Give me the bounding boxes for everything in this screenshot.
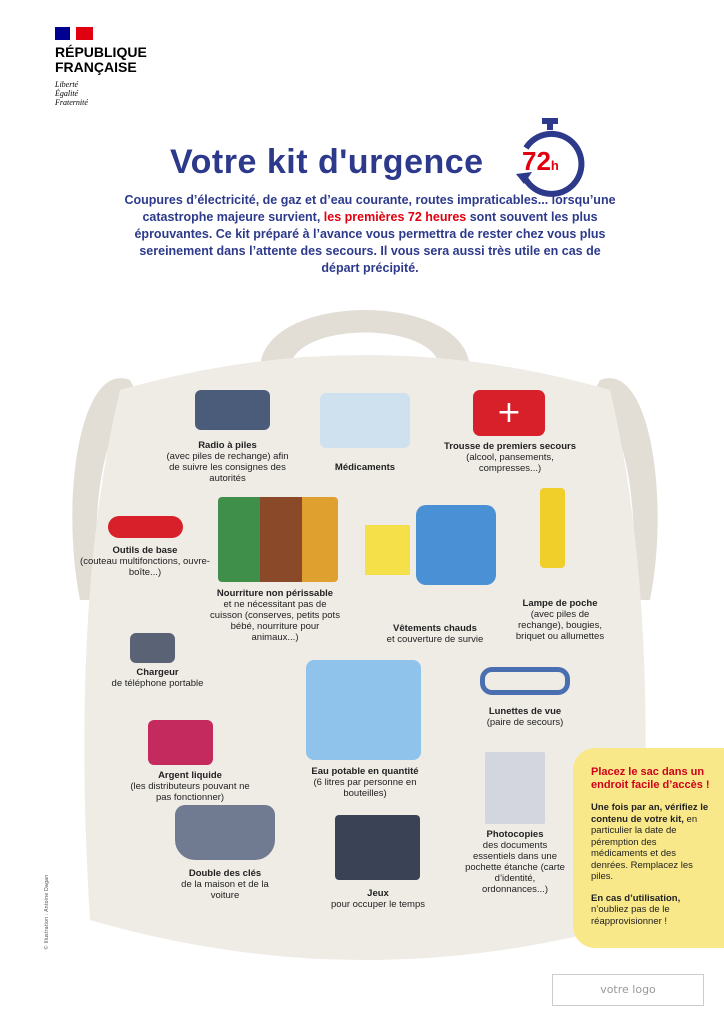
item-desc: pour occuper le temps (331, 899, 425, 910)
logo-line-2: FRANÇAISE (55, 59, 137, 75)
item-water: Eau potable en quantité (6 litres par per… (300, 766, 430, 799)
item-desc: (alcool, pansements, compresses...) (466, 452, 554, 474)
item-warm-clothes: Vêtements chauds et couverture de survie (370, 623, 500, 645)
multitool-icon (108, 516, 183, 538)
note-p2: n’oubliez pas de le réapprovisionner ! (591, 904, 670, 927)
item-title: Chargeur (136, 667, 179, 678)
wallet-icon (148, 720, 213, 765)
item-cash: Argent liquide (les distributeurs pouvant… (130, 770, 250, 803)
item-keys: Double des clés de la maison et de la voi… (175, 868, 275, 901)
note-paragraph-1: Une fois par an, vérifiez le contenu de … (591, 802, 714, 883)
sweater-icon (416, 505, 496, 585)
note-p2-bold: En cas d’utilisation, (591, 892, 681, 904)
motto-liberte: Liberté (55, 80, 79, 89)
item-radio: Radio à piles (avec piles de rechange) af… (160, 440, 295, 484)
item-title: Photocopies (486, 829, 544, 840)
item-documents: Photocopies des documents essentiels dans… (465, 829, 565, 895)
item-title: Outils de base (112, 545, 178, 556)
note-p1-bold: Une fois par an, vérifiez le contenu de … (591, 802, 709, 825)
first-aid-kit-icon: + (473, 390, 545, 436)
item-title: Nourriture non périssable (216, 588, 334, 599)
item-food: Nourriture non périssable et ne nécessita… (210, 588, 340, 643)
stopwatch-icon: 72h (514, 118, 586, 198)
motto-fraternite: Fraternité (55, 98, 88, 107)
documents-icon (485, 752, 545, 824)
timer-value: 72 (522, 146, 551, 176)
item-medication: Médicaments (320, 462, 410, 473)
item-desc: des documents essentiels dans une pochet… (465, 840, 565, 895)
food-icon (218, 497, 338, 582)
item-flashlight: Lampe de poche (avec piles de rechange), … (515, 598, 605, 642)
motto: Liberté Égalité Fraternité (55, 80, 88, 107)
item-title: Double des clés (188, 868, 262, 879)
item-desc: (avec piles de rechange), bougies, briqu… (515, 609, 605, 642)
keys-icon (175, 805, 275, 860)
item-desc: (avec piles de rechange) afin de suivre … (166, 451, 289, 484)
item-charger: Chargeur de téléphone portable (100, 667, 215, 689)
survival-blanket-icon (365, 525, 410, 575)
item-tools: Outils de base (couteau multifonctions, o… (80, 545, 210, 578)
intro-part1: Coupures d’électricité, de gaz et d’eau … (124, 193, 616, 224)
item-desc: (couteau multifonctions, ouvre-boîte...) (80, 556, 210, 578)
page-title: Votre kit d'urgence (170, 143, 484, 181)
motto-egalite: Égalité (55, 89, 79, 98)
charger-icon (130, 633, 175, 663)
radio-icon (195, 390, 270, 430)
item-title: Argent liquide (158, 770, 222, 781)
note-paragraph-2: En cas d’utilisation, n’oubliez pas de l… (591, 893, 714, 928)
item-title: Médicaments (334, 462, 396, 473)
intro-highlight: les premières 72 heures (323, 210, 467, 224)
item-desc: et couverture de survie (386, 634, 484, 645)
logo-line-1: RÉPUBLIQUE (55, 44, 147, 60)
note-heading: Placez le sac dans un endroit facile d’a… (591, 766, 710, 791)
flashlight-icon (540, 488, 565, 568)
logo-placeholder: votre logo (552, 974, 704, 1006)
item-title: Eau potable en quantité (311, 766, 419, 777)
item-title: Lunettes de vue (488, 706, 562, 717)
item-desc: (paire de secours) (486, 717, 564, 728)
medication-icon (320, 393, 410, 448)
intro-text: Coupures d’électricité, de gaz et d’eau … (120, 192, 620, 277)
intro-part2: sont souvent les plus éprouvantes. Ce ki… (134, 210, 606, 275)
timer-unit: h (550, 158, 559, 173)
item-title: Lampe de poche (522, 598, 598, 609)
games-icon (335, 815, 420, 880)
glasses-icon (480, 667, 570, 695)
item-desc: (6 litres par personne en bouteilles) (313, 777, 417, 799)
illustration-credit: © Illustration : Antoine Dagan (44, 874, 50, 950)
item-title: Trousse de premiers secours (443, 441, 576, 452)
item-title: Vêtements chauds (393, 623, 477, 634)
note-p1: en particulier la date de péremption des… (591, 813, 698, 883)
item-glasses: Lunettes de vue (paire de secours) (470, 706, 580, 728)
item-desc: de la maison et de la voiture (181, 879, 269, 901)
item-title: Radio à piles (198, 440, 257, 451)
water-bottles-icon (306, 660, 421, 760)
tips-note: Placez le sac dans un endroit facile d’a… (573, 748, 724, 948)
item-desc: (les distributeurs pouvant ne pas foncti… (130, 781, 250, 803)
republique-francaise-logo: RÉPUBLIQUE FRANÇAISE (55, 45, 147, 75)
item-desc: et ne nécessitant pas de cuisson (conser… (210, 599, 340, 643)
item-games: Jeux pour occuper le temps (318, 888, 438, 910)
item-desc: de téléphone portable (111, 678, 204, 689)
item-title: Jeux (367, 888, 389, 899)
item-first-aid: Trousse de premiers secours (alcool, pans… (440, 441, 580, 474)
marianne-flag-logo (55, 27, 93, 40)
